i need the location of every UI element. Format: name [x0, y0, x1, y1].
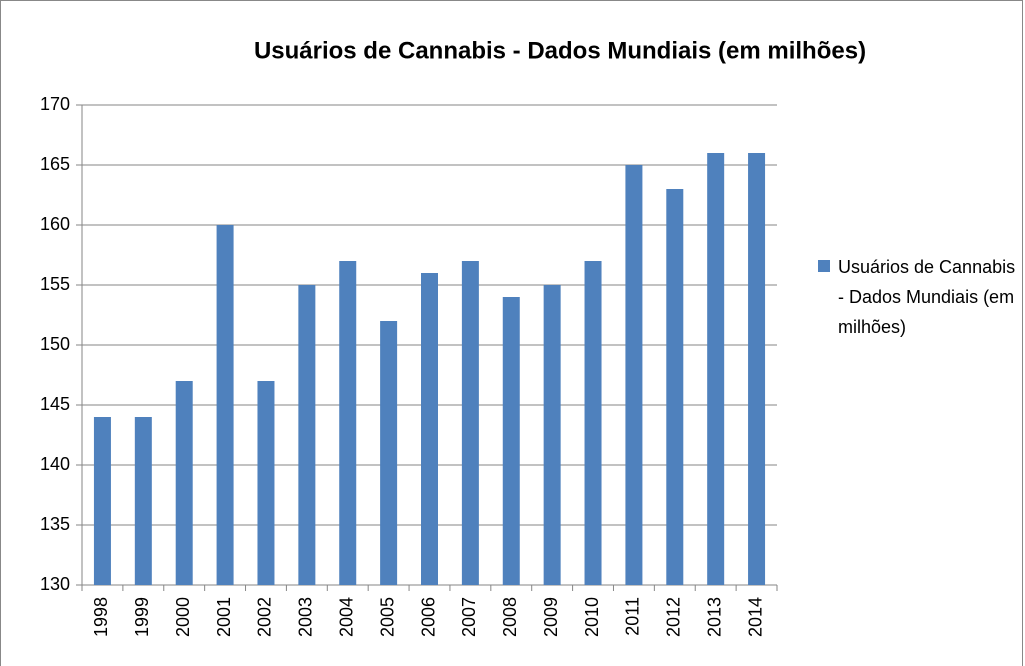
bar [421, 273, 438, 585]
bar [93, 417, 111, 585]
x-tick-label: 2000 [173, 597, 193, 637]
bar [748, 153, 766, 585]
y-tick-label: 135 [40, 514, 70, 534]
bar [625, 165, 643, 585]
bar [134, 417, 152, 585]
x-tick-label: 2013 [704, 597, 724, 637]
bar [461, 261, 479, 585]
y-tick-label: 165 [40, 154, 70, 174]
y-tick-label: 170 [40, 94, 70, 114]
bar [543, 285, 561, 585]
bar [666, 189, 684, 585]
x-tick-label: 2012 [664, 597, 684, 637]
x-tick-label: 2014 [745, 597, 765, 637]
x-tick-label: 2003 [296, 597, 316, 637]
x-tick-label: 2006 [418, 597, 438, 637]
bar [298, 285, 316, 585]
x-tick-label: 2008 [500, 597, 520, 637]
x-tick-label: 2007 [459, 597, 479, 637]
x-tick-label: 1999 [132, 597, 152, 637]
bar [502, 297, 520, 585]
x-tick-label: 2011 [623, 597, 643, 636]
chart-title: Usuários de Cannabis - Dados Mundiais (e… [254, 37, 866, 64]
bar [175, 381, 193, 585]
bar [216, 225, 234, 585]
bar [339, 261, 357, 585]
y-tick-label: 145 [40, 394, 70, 414]
bar [707, 153, 725, 585]
x-tick-label: 1998 [91, 597, 111, 637]
legend-label: Usuários de Cannabis - Dados Mundiais (e… [838, 257, 1016, 337]
y-tick-label: 130 [40, 574, 70, 594]
y-tick-label: 160 [40, 214, 70, 234]
legend-swatch [818, 260, 830, 272]
bar [584, 261, 602, 585]
x-tick-label: 2005 [377, 597, 397, 637]
bar [380, 321, 398, 585]
x-tick-label: 2001 [214, 597, 234, 637]
x-tick-label: 2004 [336, 597, 356, 637]
bar [257, 381, 275, 585]
y-tick-label: 155 [40, 274, 70, 294]
x-tick-label: 2010 [582, 597, 602, 637]
x-tick-label: 2009 [541, 597, 561, 637]
y-tick-label: 140 [40, 454, 70, 474]
y-tick-label: 150 [40, 334, 70, 354]
x-tick-label: 2002 [255, 597, 275, 637]
